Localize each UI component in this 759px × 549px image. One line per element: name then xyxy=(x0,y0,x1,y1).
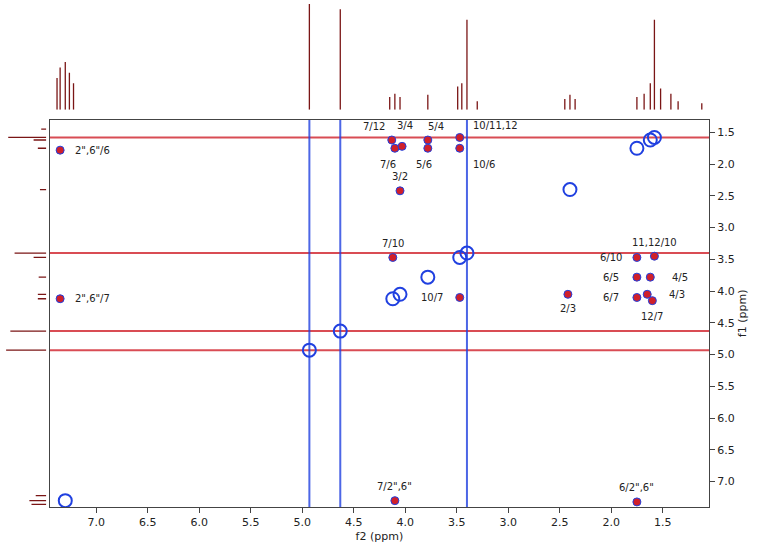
svg-text:6.0: 6.0 xyxy=(717,412,735,425)
svg-text:7/6: 7/6 xyxy=(380,159,396,170)
svg-text:3/2: 3/2 xyxy=(392,171,408,182)
svg-text:2/3: 2/3 xyxy=(560,303,576,314)
svg-text:4/5: 4/5 xyxy=(672,272,688,283)
svg-text:7.0: 7.0 xyxy=(87,516,105,529)
svg-text:3.5: 3.5 xyxy=(448,516,466,529)
svg-text:11,12/10: 11,12/10 xyxy=(632,237,677,248)
svg-text:4/3: 4/3 xyxy=(669,289,685,300)
svg-text:2.0: 2.0 xyxy=(717,158,735,171)
svg-text:10/11,12: 10/11,12 xyxy=(473,120,518,131)
svg-text:3/4: 3/4 xyxy=(397,120,413,131)
svg-text:2.0: 2.0 xyxy=(602,516,620,529)
svg-text:1.5: 1.5 xyxy=(717,126,735,139)
svg-text:4.5: 4.5 xyxy=(717,317,735,330)
svg-text:4.5: 4.5 xyxy=(345,516,363,529)
svg-text:3.5: 3.5 xyxy=(717,253,735,266)
svg-text:f2 (ppm): f2 (ppm) xyxy=(356,530,404,543)
svg-text:6.5: 6.5 xyxy=(717,444,735,457)
svg-text:7/10: 7/10 xyxy=(382,238,404,249)
svg-text:7.0: 7.0 xyxy=(717,475,735,488)
svg-text:10/7: 10/7 xyxy=(421,292,443,303)
svg-text:5.5: 5.5 xyxy=(717,380,735,393)
svg-text:6/10: 6/10 xyxy=(600,252,622,263)
svg-text:5.0: 5.0 xyxy=(293,516,311,529)
svg-text:2.5: 2.5 xyxy=(551,516,569,529)
svg-text:5.0: 5.0 xyxy=(717,348,735,361)
svg-text:3.0: 3.0 xyxy=(717,221,735,234)
svg-text:10/6: 10/6 xyxy=(473,159,495,170)
svg-text:6/5: 6/5 xyxy=(603,272,619,283)
svg-text:6.0: 6.0 xyxy=(190,516,208,529)
svg-text:7/12: 7/12 xyxy=(363,121,385,132)
svg-text:2",6"/7: 2",6"/7 xyxy=(75,293,110,304)
svg-text:6/2",6": 6/2",6" xyxy=(619,482,654,493)
svg-text:4.0: 4.0 xyxy=(717,285,735,298)
svg-text:3.0: 3.0 xyxy=(499,516,517,529)
svg-text:5/4: 5/4 xyxy=(428,121,444,132)
svg-text:2.5: 2.5 xyxy=(717,190,735,203)
svg-text:f1 (ppm): f1 (ppm) xyxy=(736,290,749,338)
svg-text:7/2",6": 7/2",6" xyxy=(377,481,412,492)
svg-text:5.5: 5.5 xyxy=(242,516,259,529)
svg-text:2",6"/6: 2",6"/6 xyxy=(75,145,110,156)
svg-text:5/6: 5/6 xyxy=(416,159,432,170)
svg-text:1.5: 1.5 xyxy=(654,516,672,529)
svg-text:6/7: 6/7 xyxy=(603,292,619,303)
svg-text:4.0: 4.0 xyxy=(396,516,414,529)
svg-text:6.5: 6.5 xyxy=(139,516,157,529)
svg-text:12/7: 12/7 xyxy=(641,311,663,322)
